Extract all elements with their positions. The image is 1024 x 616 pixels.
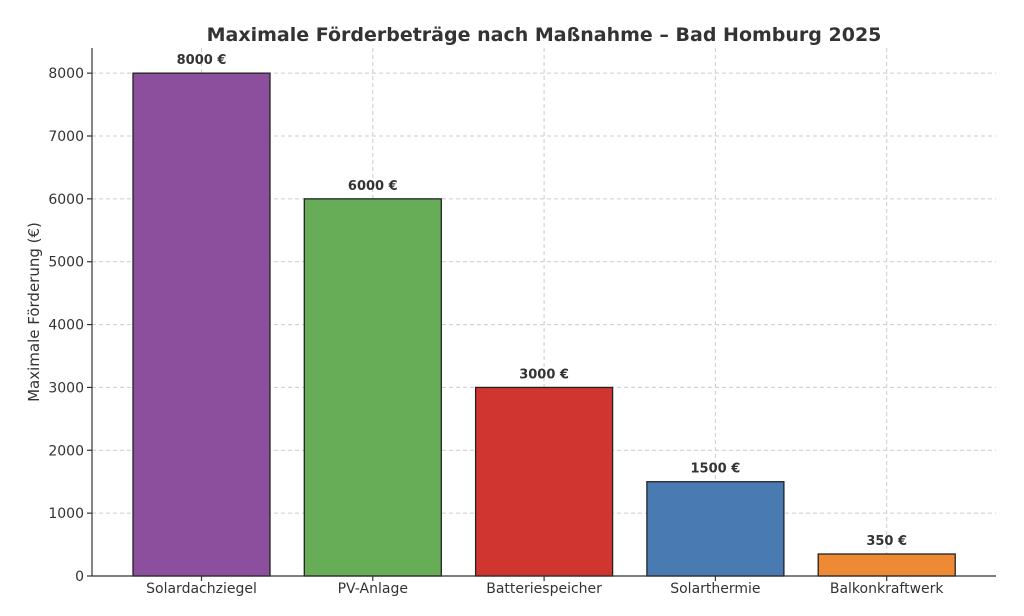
bar-value-label: 6000 € <box>348 179 398 194</box>
y-axis-ticks: 0 1000 2000 3000 4000 5000 6000 7000 8000 <box>48 66 92 585</box>
data-labels: 8000 € 6000 € 3000 € 1500 € 350 € <box>177 53 907 549</box>
y-tick-label: 2000 <box>48 443 84 459</box>
bar-value-label: 1500 € <box>691 462 741 477</box>
x-tick-label: Solardachziegel <box>146 581 257 597</box>
y-tick-label: 0 <box>75 569 84 585</box>
bar <box>132 72 271 577</box>
chart-title: Maximale Förderbeträge nach Maßnahme – B… <box>207 24 882 46</box>
bar <box>303 198 442 577</box>
bar <box>646 481 785 577</box>
bar-value-label: 350 € <box>866 534 907 549</box>
bar <box>817 553 956 577</box>
bars <box>132 72 956 577</box>
bar-value-label: 3000 € <box>519 367 569 382</box>
bar <box>474 386 614 577</box>
y-tick-label: 7000 <box>48 129 84 145</box>
y-tick-label: 3000 <box>48 380 84 396</box>
x-tick-label: PV-Anlage <box>338 581 408 597</box>
y-tick-label: 6000 <box>48 192 84 208</box>
x-tick-label: Solarthermie <box>670 581 760 597</box>
y-tick-label: 1000 <box>48 506 84 522</box>
x-axis-ticks: Solardachziegel PV-Anlage Batteriespeicher… <box>146 576 944 597</box>
y-tick-label: 5000 <box>48 255 84 271</box>
y-tick-label: 8000 <box>48 66 84 82</box>
y-tick-label: 4000 <box>48 318 84 334</box>
x-tick-label: Batteriespeicher <box>486 581 602 597</box>
bar-value-label: 8000 € <box>177 53 227 68</box>
y-axis-label: Maximale Förderung (€) <box>25 222 43 402</box>
x-tick-label: Balkonkraftwerk <box>830 581 945 597</box>
